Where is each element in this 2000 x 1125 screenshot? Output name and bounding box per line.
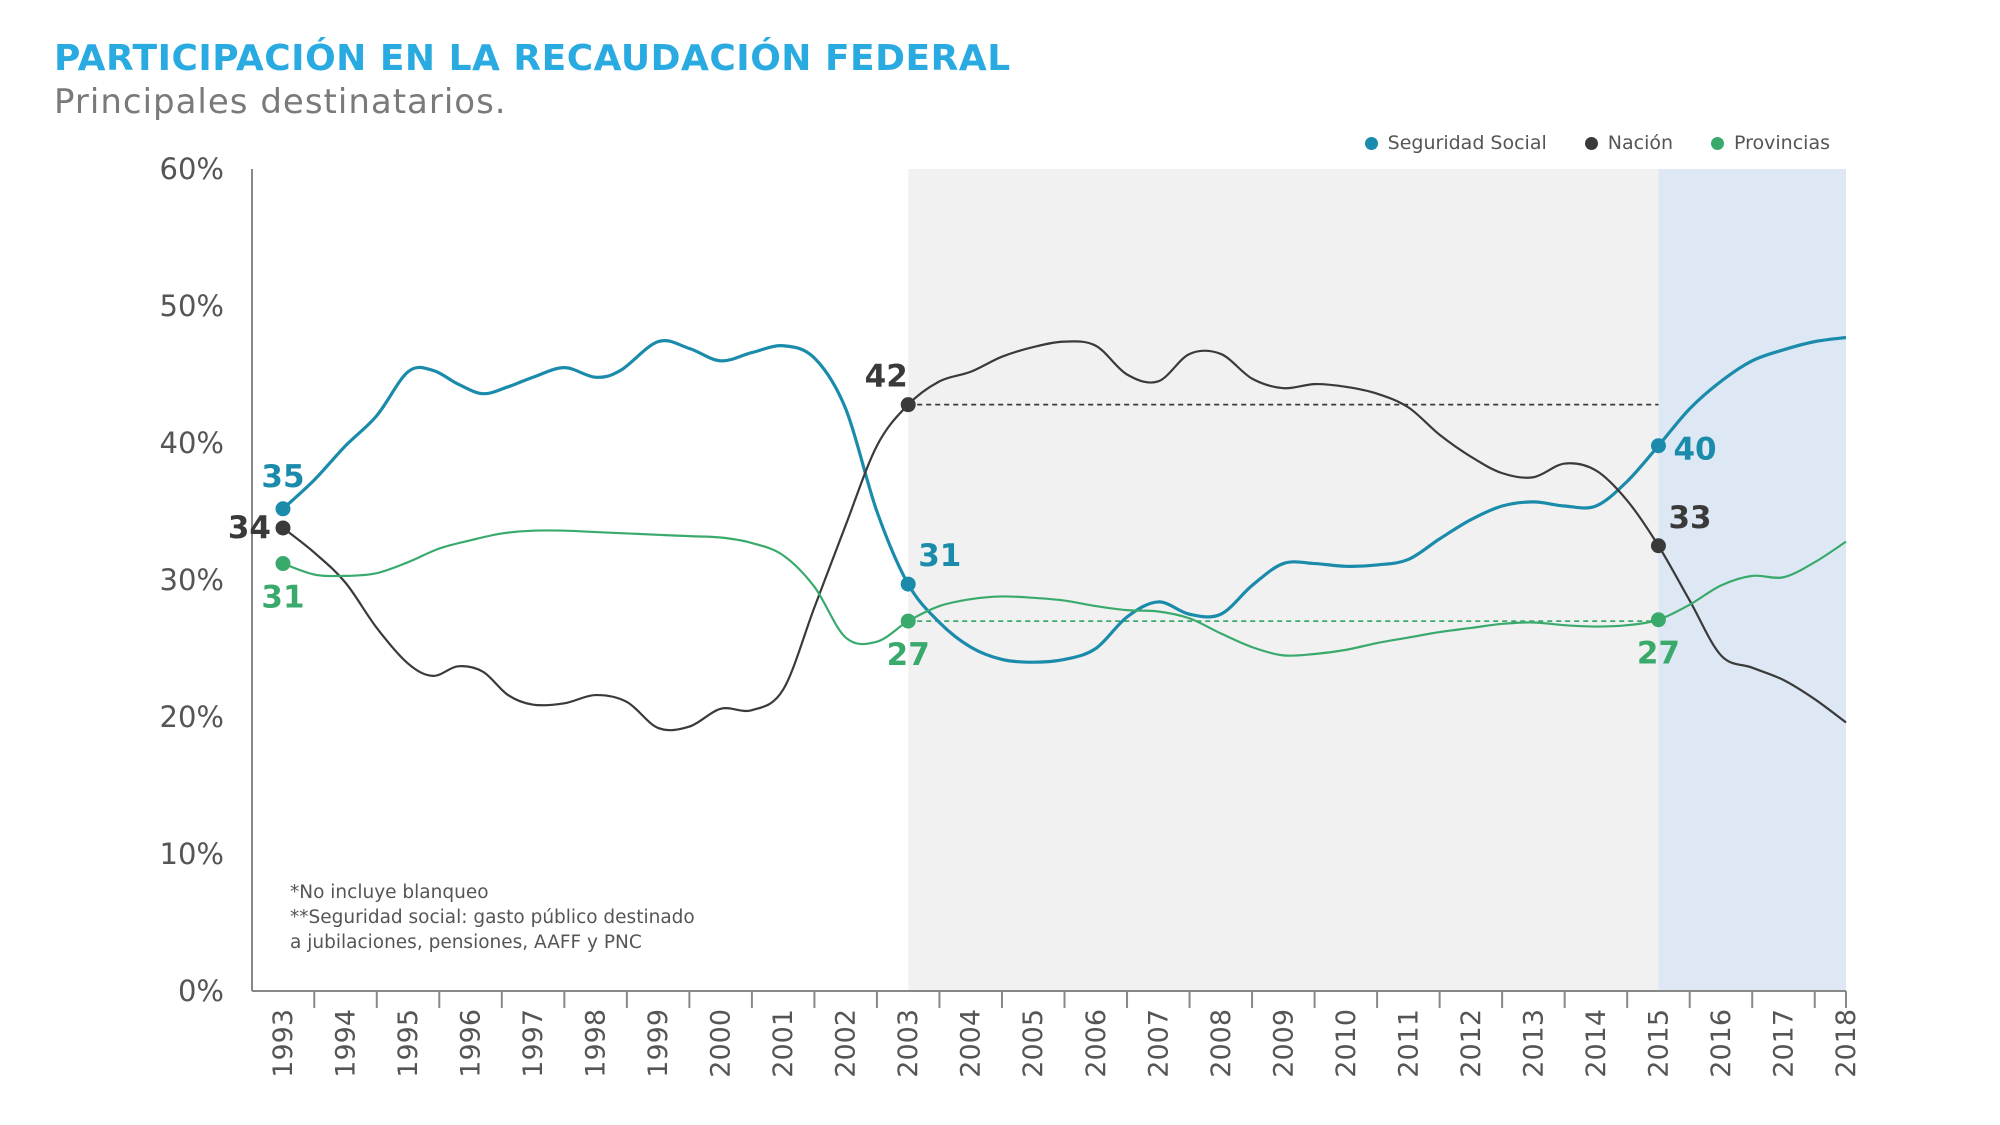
data-label-seguridad-social: 31 xyxy=(918,538,961,574)
point-marker-seguridad-social xyxy=(275,501,291,517)
y-tick-label: 30% xyxy=(160,563,224,597)
footnote-2: **Seguridad social: gasto público destin… xyxy=(290,907,695,928)
legend-swatch xyxy=(1584,136,1598,150)
x-tick-label: 1997 xyxy=(518,1009,549,1078)
footnotes: *No incluye blanqueo **Seguridad social:… xyxy=(290,880,695,955)
data-label-seguridad-social: 35 xyxy=(261,459,304,495)
legend-item-seguridad-social: Seguridad Social xyxy=(1364,132,1547,154)
series-line-nacion xyxy=(282,340,1847,732)
x-tick-label: 1995 xyxy=(393,1009,424,1078)
point-marker-nacion xyxy=(900,397,916,413)
point-marker-provincias xyxy=(1650,612,1666,628)
data-label-seguridad-social: 40 xyxy=(1673,432,1716,468)
x-tick-label: 2000 xyxy=(706,1009,737,1078)
x-tick-label: 2004 xyxy=(956,1009,987,1078)
x-tick-label: 2012 xyxy=(1456,1009,1487,1078)
x-tick-label: 2008 xyxy=(1206,1009,1237,1078)
x-tick-label: 1999 xyxy=(643,1009,674,1078)
legend-swatch xyxy=(1711,136,1725,150)
point-marker-seguridad-social xyxy=(900,576,916,592)
x-tick-label: 2017 xyxy=(1768,1009,1799,1078)
legend-label: Nación xyxy=(1607,132,1674,154)
data-label-nacion: 33 xyxy=(1668,500,1711,536)
legend-swatch xyxy=(1364,136,1378,150)
x-tick-label: 2003 xyxy=(893,1009,924,1078)
y-tick-label: 40% xyxy=(160,426,224,460)
data-label-nacion: 42 xyxy=(865,359,908,395)
x-tick-label: 2001 xyxy=(768,1009,799,1078)
legend-label: Provincias xyxy=(1734,132,1830,154)
x-tick-label: 1996 xyxy=(456,1009,487,1078)
footnote-3: a jubilaciones, pensiones, AAFF y PNC xyxy=(290,932,642,953)
x-tick-label: 2014 xyxy=(1581,1009,1612,1078)
x-tick-label: 1994 xyxy=(331,1009,362,1078)
y-tick-label: 10% xyxy=(160,837,224,871)
legend: Seguridad Social Nación Provincias xyxy=(1364,132,1830,154)
chart-title: PARTICIPACIÓN EN LA RECAUDACIÓN FEDERAL xyxy=(54,38,1011,79)
point-marker-provincias xyxy=(275,556,291,572)
point-marker-nacion xyxy=(275,520,291,536)
x-tick-label: 2015 xyxy=(1643,1009,1674,1078)
x-tick-label: 2005 xyxy=(1018,1009,1049,1078)
shaded-region-2 xyxy=(1658,169,1846,991)
legend-item-provincias: Provincias xyxy=(1711,132,1830,154)
x-tick-label: 2007 xyxy=(1143,1009,1174,1078)
x-tick-label: 2002 xyxy=(831,1009,862,1078)
x-tick-label: 2016 xyxy=(1706,1009,1737,1078)
y-tick-label: 20% xyxy=(160,700,224,734)
y-tick-label: 60% xyxy=(160,152,224,186)
data-label-provincias: 31 xyxy=(261,580,304,616)
legend-item-nacion: Nación xyxy=(1584,132,1674,154)
data-label-nacion: 34 xyxy=(228,510,271,546)
x-tick-label: 1998 xyxy=(581,1009,612,1078)
series-line-provincias xyxy=(282,529,1847,657)
point-marker-seguridad-social xyxy=(1650,438,1666,454)
point-marker-nacion xyxy=(1650,538,1666,554)
data-label-provincias: 27 xyxy=(887,637,930,673)
legend-label: Seguridad Social xyxy=(1387,132,1547,154)
x-tick-label: 2013 xyxy=(1518,1009,1549,1078)
data-label-provincias: 27 xyxy=(1637,636,1680,672)
series-line-seguridad-social xyxy=(281,335,1847,664)
y-tick-label: 0% xyxy=(178,974,224,1008)
point-marker-provincias xyxy=(900,613,916,629)
x-tick-label: 2018 xyxy=(1831,1009,1862,1078)
x-tick-label: 1993 xyxy=(268,1009,299,1078)
x-tick-label: 2011 xyxy=(1393,1009,1424,1078)
x-tick-label: 2009 xyxy=(1268,1009,1299,1078)
y-tick-label: 50% xyxy=(160,289,224,323)
x-tick-label: 2010 xyxy=(1331,1009,1362,1078)
chart-subtitle: Principales destinatarios. xyxy=(54,82,507,122)
shaded-region-1 xyxy=(908,169,1659,991)
x-tick-label: 2006 xyxy=(1081,1009,1112,1078)
footnote-1: *No incluye blanqueo xyxy=(290,882,489,903)
